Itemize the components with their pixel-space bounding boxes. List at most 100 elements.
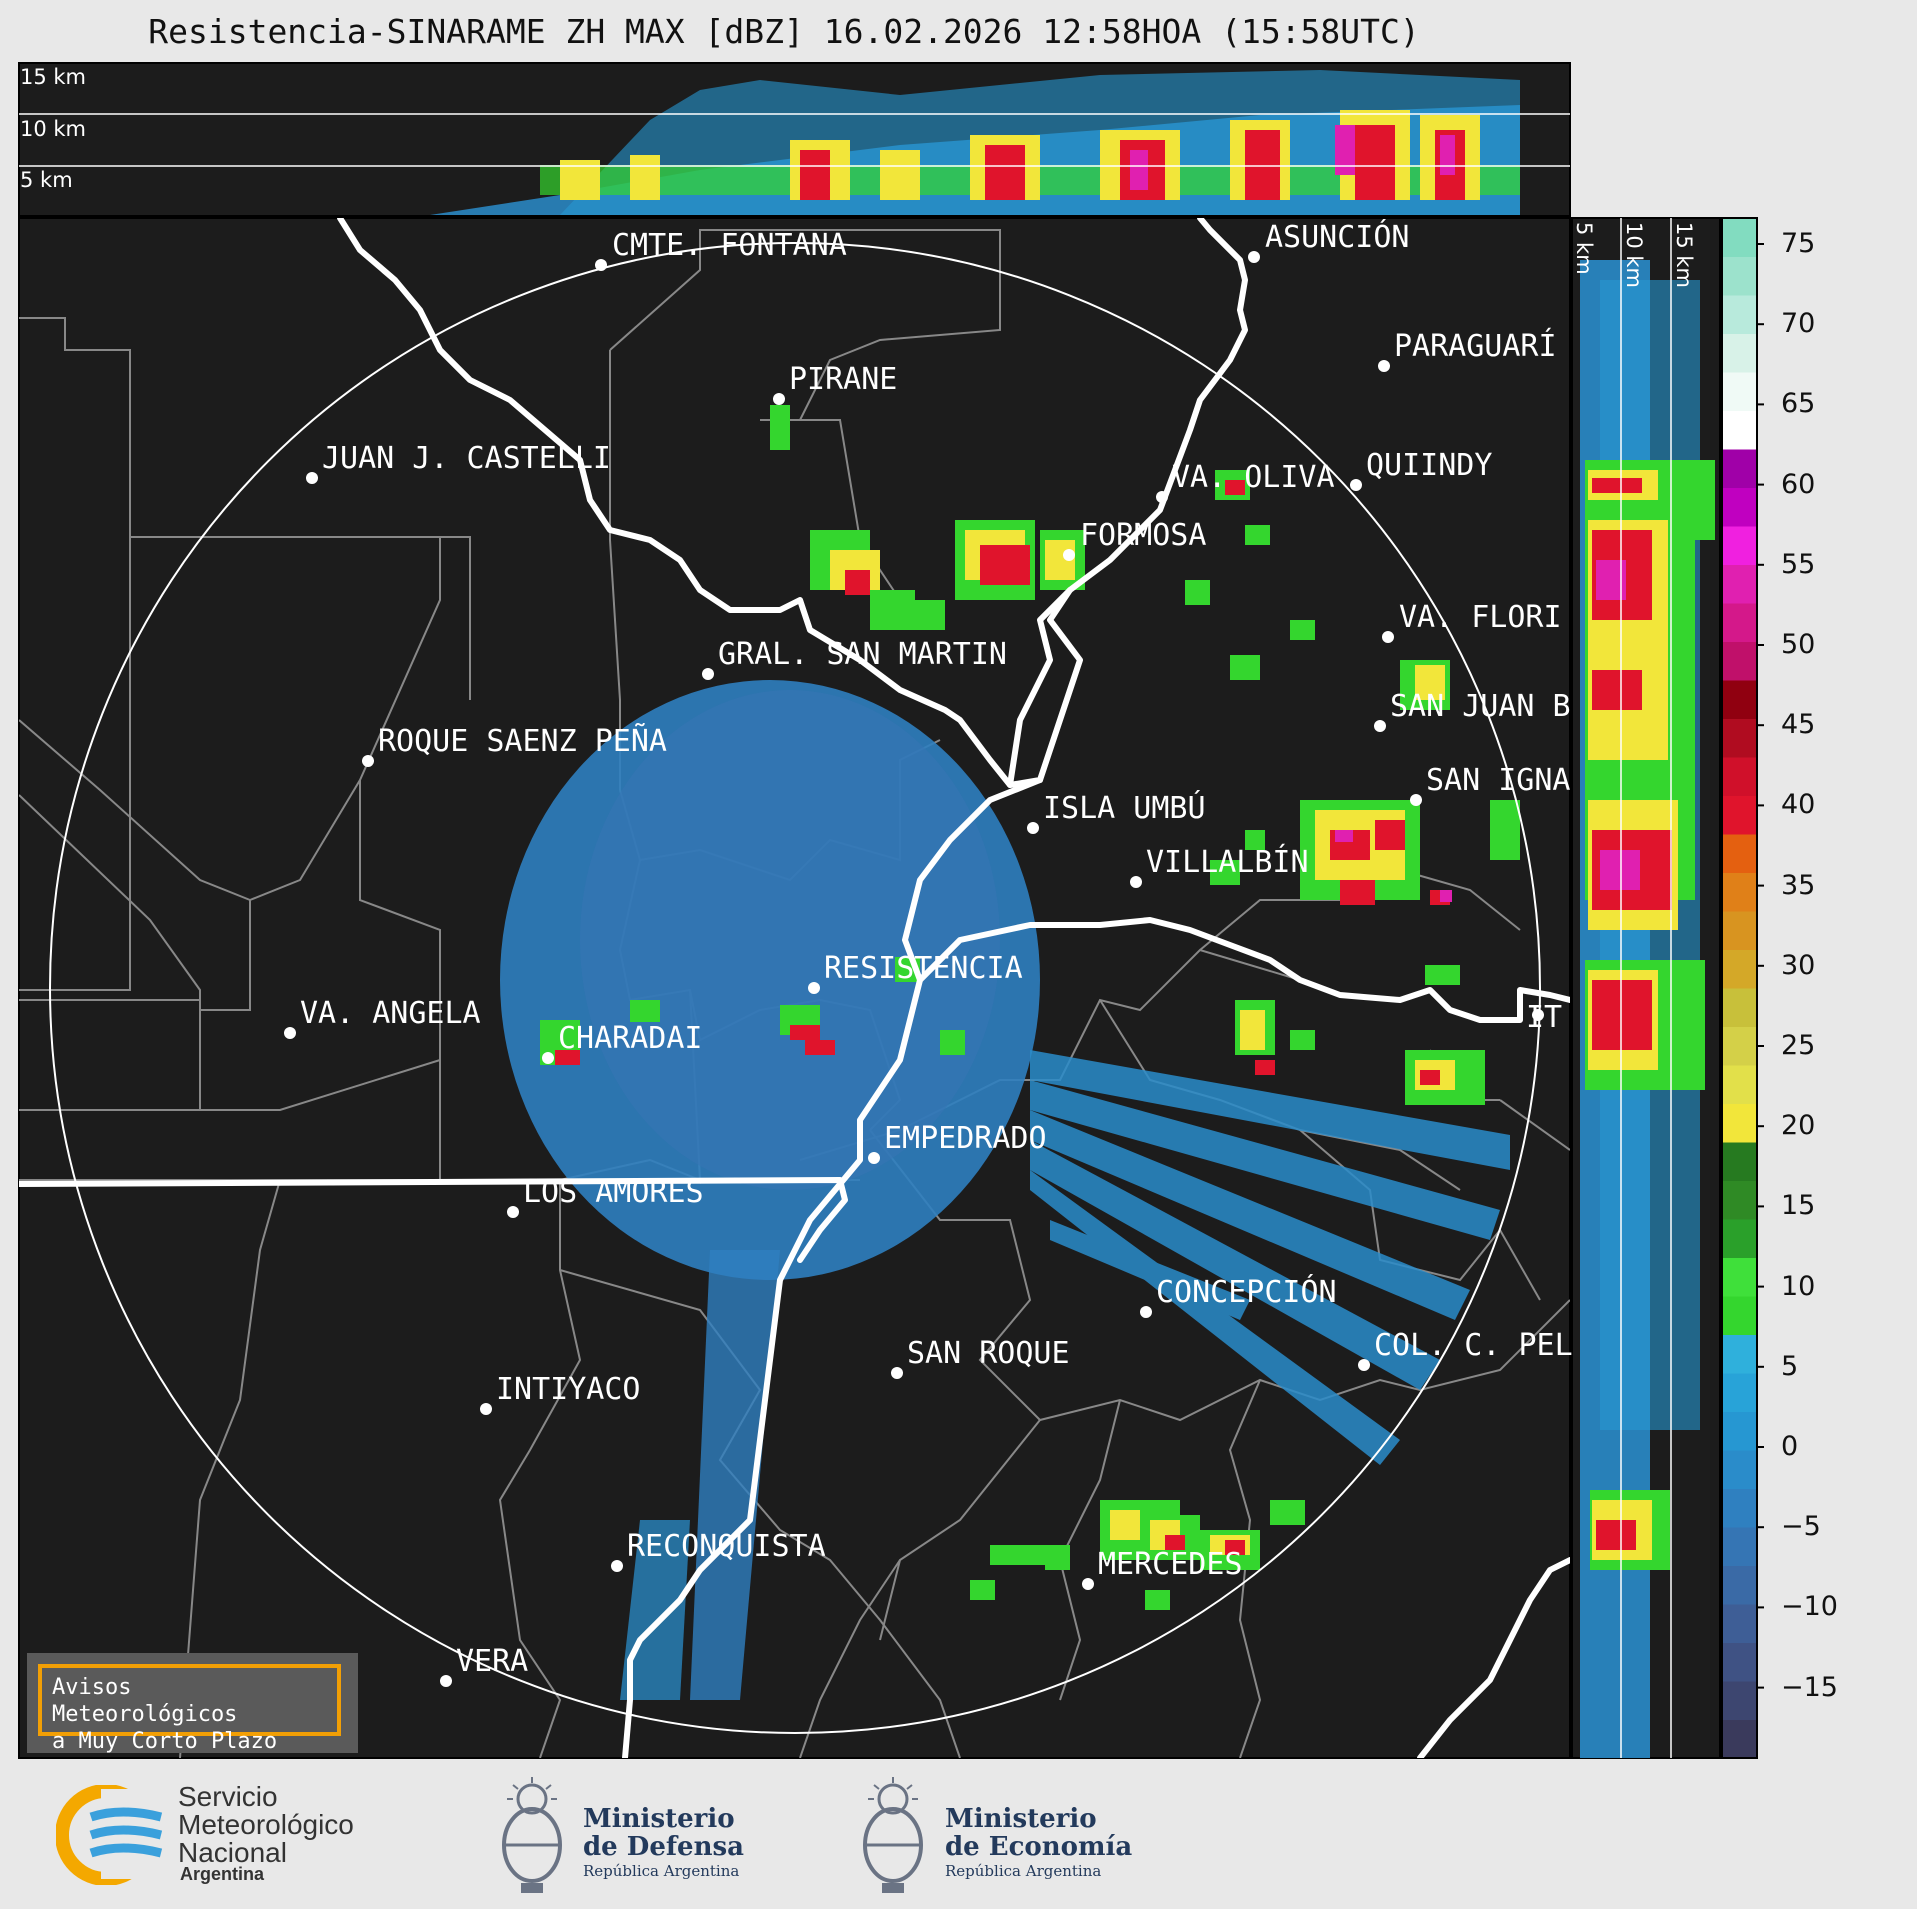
side-height-10km: 10 km bbox=[1622, 222, 1646, 289]
colorbar-step bbox=[1722, 333, 1757, 373]
colorbar-step bbox=[1722, 1450, 1757, 1489]
map-content bbox=[19, 218, 1570, 1758]
colorbar-tick-label: 45 bbox=[1781, 709, 1816, 741]
colorbar-step bbox=[1722, 834, 1757, 873]
place-label: VERA bbox=[456, 1644, 529, 1679]
smn-emblem-icon bbox=[56, 1785, 166, 1885]
colorbar-step bbox=[1722, 372, 1757, 411]
radar-echoes bbox=[500, 405, 1520, 1700]
place-label: IT bbox=[1526, 1000, 1563, 1035]
rivers bbox=[19, 218, 1570, 1758]
place-label: SAN ROQUE bbox=[907, 1336, 1070, 1371]
notice-line-2: a Muy Corto Plazo bbox=[52, 1729, 278, 1754]
place-label: FORMOSA bbox=[1080, 518, 1207, 553]
colorbar-step bbox=[1722, 603, 1757, 642]
colorbar-step bbox=[1722, 1219, 1757, 1258]
colorbar-step bbox=[1722, 449, 1757, 488]
colorbar-step bbox=[1722, 1103, 1757, 1143]
colorbar-step bbox=[1722, 718, 1757, 758]
place-label: VILLALBÍN bbox=[1146, 845, 1309, 880]
colorbar-step bbox=[1722, 911, 1757, 950]
smn-line-4: Argentina bbox=[180, 1864, 265, 1884]
colorbar-step bbox=[1722, 1334, 1757, 1374]
economia-line-2: de Economía bbox=[945, 1832, 1133, 1862]
place-label: GRAL. SAN MARTIN bbox=[718, 637, 1007, 672]
colorbar-tick-label: 70 bbox=[1781, 308, 1816, 340]
colorbar-step bbox=[1722, 1642, 1757, 1682]
colorbar-step bbox=[1722, 988, 1757, 1027]
colorbar-tick-label: 25 bbox=[1781, 1030, 1816, 1061]
colorbar-step bbox=[1722, 218, 1757, 257]
place-label: CHARADAI bbox=[558, 1021, 703, 1056]
colorbar-tick-label: 30 bbox=[1781, 949, 1816, 981]
place-label-resistencia: RESISTENCIA bbox=[824, 951, 1023, 986]
smn-line-1: Servicio bbox=[178, 1781, 278, 1812]
colorbar-step bbox=[1722, 1488, 1757, 1528]
colorbar-step bbox=[1722, 410, 1757, 450]
colorbar-tick-label: 20 bbox=[1781, 1110, 1816, 1142]
place-label: RECONQUISTA bbox=[627, 1529, 826, 1564]
defensa-line-1: Ministerio bbox=[583, 1804, 735, 1834]
side-profile-echoes bbox=[1580, 218, 1715, 1758]
page-title: Resistencia-SINARAME ZH MAX [dBZ] 16.02.… bbox=[148, 12, 1420, 51]
top-profile-echoes bbox=[19, 70, 1570, 215]
colorbar-tick-label: −5 bbox=[1781, 1511, 1821, 1543]
colorbar-step bbox=[1722, 487, 1757, 527]
warning-notice: Avisos Meteorológicos a Muy Corto Plazo bbox=[27, 1653, 358, 1754]
colorbar-step bbox=[1722, 795, 1757, 835]
colorbar-step bbox=[1722, 1296, 1757, 1335]
colorbar-step bbox=[1722, 1257, 1757, 1297]
side-height-15km: 15 km bbox=[1672, 222, 1696, 289]
colorbar-step bbox=[1722, 872, 1757, 912]
place-label: CMTE. FONTANA bbox=[612, 228, 847, 263]
economia-line-3: República Argentina bbox=[945, 1862, 1102, 1880]
colorbar-tick-label: 10 bbox=[1781, 1270, 1816, 1302]
colorbar-step bbox=[1722, 1527, 1757, 1566]
top-height-15km: 15 km bbox=[20, 65, 87, 89]
colorbar-step bbox=[1722, 295, 1757, 334]
colorbar-tick-label: −10 bbox=[1781, 1591, 1838, 1623]
place-label: EMPEDRADO bbox=[884, 1121, 1047, 1156]
place-label: VA. OLIVA bbox=[1172, 460, 1335, 495]
coat-of-arms-icon bbox=[863, 1777, 923, 1893]
colorbar-tick-label: −15 bbox=[1781, 1671, 1838, 1703]
place-label: QUIINDY bbox=[1366, 448, 1493, 483]
colorbar-step bbox=[1722, 1604, 1757, 1643]
smn-line-3: Nacional bbox=[178, 1837, 287, 1868]
colorbar-step bbox=[1722, 1180, 1757, 1220]
colorbar-tick-label: 35 bbox=[1781, 869, 1816, 901]
place-label: COL. C. PEL bbox=[1374, 1328, 1573, 1363]
range-ring bbox=[49, 242, 1541, 1734]
place-label: VA. ANGELA bbox=[300, 996, 481, 1031]
place-label: PIRANE bbox=[789, 362, 898, 397]
colorbar-step bbox=[1722, 526, 1757, 565]
place-label: JUAN J. CASTELLI bbox=[322, 441, 611, 476]
defensa-line-3: República Argentina bbox=[583, 1862, 740, 1880]
colorbar-tick-label: 40 bbox=[1781, 789, 1816, 821]
colorbar-step bbox=[1722, 256, 1757, 296]
top-height-10km: 10 km bbox=[20, 117, 87, 141]
colorbar-step bbox=[1722, 680, 1757, 719]
colorbar-step bbox=[1722, 1026, 1757, 1066]
colorbar-tick-label: 60 bbox=[1781, 468, 1816, 500]
coat-of-arms-icon bbox=[502, 1777, 562, 1893]
place-label: SAN IGNA bbox=[1426, 763, 1571, 798]
colorbar-tick-label: 50 bbox=[1781, 629, 1816, 660]
colorbar-tick-label: 0 bbox=[1781, 1431, 1799, 1462]
smn-line-2: Meteorológico bbox=[178, 1809, 354, 1840]
notice-line-1: Avisos Meteorológicos bbox=[52, 1675, 238, 1727]
place-label: ROQUE SAENZ PEÑA bbox=[378, 724, 667, 759]
economia-line-1: Ministerio bbox=[945, 1804, 1097, 1834]
colorbar-step bbox=[1722, 1411, 1757, 1451]
colorbar-step bbox=[1722, 564, 1757, 604]
colorbar-step bbox=[1722, 949, 1757, 989]
colorbar-step bbox=[1722, 641, 1757, 681]
place-label: CONCEPCIÓN bbox=[1156, 1275, 1337, 1310]
colorbar-tick-label: 75 bbox=[1781, 228, 1816, 259]
colorbar-tick-label: 65 bbox=[1781, 388, 1816, 420]
defensa-line-2: de Defensa bbox=[583, 1832, 744, 1862]
colorbar-step bbox=[1722, 1719, 1757, 1759]
place-label: VA. FLORI bbox=[1399, 600, 1562, 635]
place-label: ISLA UMBÚ bbox=[1043, 791, 1206, 826]
